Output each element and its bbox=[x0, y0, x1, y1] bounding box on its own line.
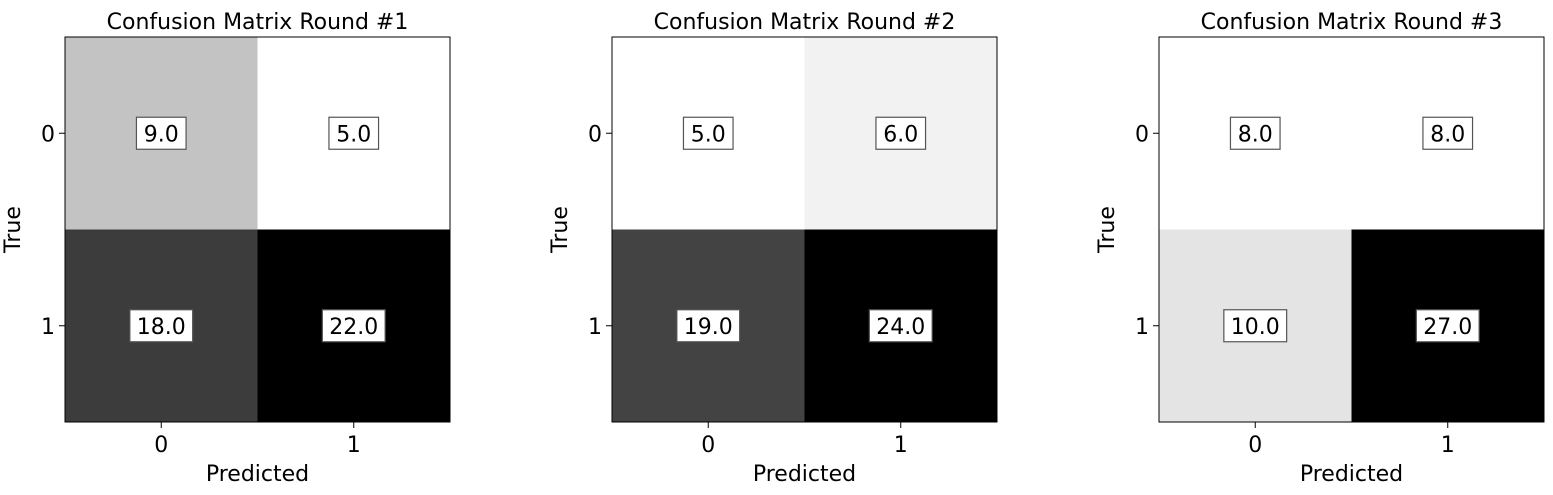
x-tick-label: 0 bbox=[701, 433, 715, 458]
y-axis-label: True bbox=[1095, 206, 1120, 254]
y-axis-label: True bbox=[548, 206, 573, 254]
y-tick-label: 1 bbox=[588, 315, 602, 340]
cell-label-box bbox=[1415, 309, 1480, 343]
plot-frame bbox=[611, 36, 998, 423]
cell-label-box bbox=[321, 309, 386, 343]
cell-label-box bbox=[129, 309, 194, 343]
cell-label-box bbox=[135, 116, 187, 150]
cell-value-label: 24.0 bbox=[876, 315, 925, 340]
x-tick-label: 0 bbox=[1248, 433, 1262, 458]
cell-value-label: 8.0 bbox=[1430, 122, 1465, 147]
cell-label-box bbox=[682, 116, 734, 150]
chart-panel-round-2: Confusion Matrix Round #2 5.0 6.0 19.0 24.0 0… bbox=[548, 10, 998, 487]
cell-value-label: 22.0 bbox=[329, 315, 378, 340]
chart-title: Confusion Matrix Round #2 bbox=[654, 10, 956, 35]
cell-label-box bbox=[875, 116, 927, 150]
y-axis-label: True bbox=[1, 206, 26, 254]
x-tick-label: 0 bbox=[154, 433, 168, 458]
cell-label-box bbox=[328, 116, 380, 150]
x-axis-label: Predicted bbox=[206, 462, 309, 487]
cell-value-label: 19.0 bbox=[684, 315, 733, 340]
x-axis-label: Predicted bbox=[1300, 462, 1403, 487]
cell-value-label: 8.0 bbox=[1238, 122, 1273, 147]
chart-panel-round-3: Confusion Matrix Round #3 8.0 8.0 10.0 27.0 0… bbox=[1095, 10, 1545, 487]
cell-value-label: 9.0 bbox=[144, 122, 179, 147]
y-tick-label: 0 bbox=[41, 122, 55, 147]
x-tick-label: 1 bbox=[1441, 433, 1455, 458]
chart-title: Confusion Matrix Round #3 bbox=[1201, 10, 1503, 35]
cell-value-label: 18.0 bbox=[137, 315, 186, 340]
cell-value-label: 10.0 bbox=[1231, 315, 1280, 340]
x-tick-label: 1 bbox=[894, 433, 908, 458]
plot-frame bbox=[1158, 36, 1545, 423]
cell-label-box bbox=[868, 309, 933, 343]
cell-value-label: 5.0 bbox=[691, 122, 726, 147]
chart-panel-round-1: Confusion Matrix Round #1 9.0 5.0 18.0 22.0 0… bbox=[1, 10, 451, 487]
cell-value-label: 6.0 bbox=[883, 122, 918, 147]
cell-label-box bbox=[1223, 309, 1288, 343]
x-tick-label: 1 bbox=[347, 433, 361, 458]
cell-label-box bbox=[1229, 116, 1281, 150]
cell-label-box bbox=[1422, 116, 1474, 150]
chart-title: Confusion Matrix Round #1 bbox=[107, 10, 409, 35]
plot-frame bbox=[64, 36, 451, 423]
cell-value-label: 5.0 bbox=[336, 122, 371, 147]
cell-value-label: 27.0 bbox=[1423, 315, 1472, 340]
y-tick-label: 1 bbox=[41, 315, 55, 340]
x-axis-label: Predicted bbox=[753, 462, 856, 487]
y-tick-label: 1 bbox=[1135, 315, 1149, 340]
cell-label-box bbox=[676, 309, 741, 343]
y-tick-label: 0 bbox=[588, 122, 602, 147]
y-tick-label: 0 bbox=[1135, 122, 1149, 147]
